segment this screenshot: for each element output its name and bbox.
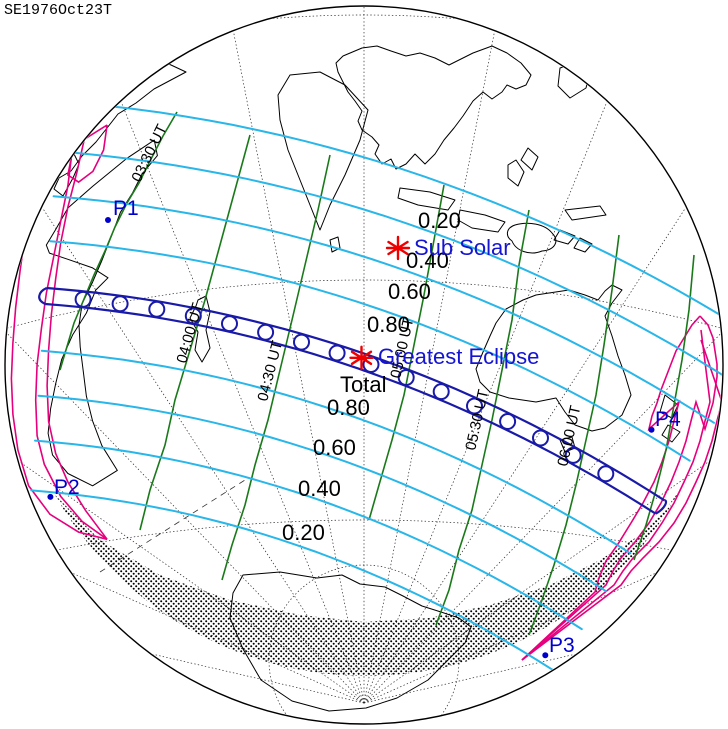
svg-text:P3: P3	[549, 634, 575, 657]
svg-text:P2: P2	[54, 476, 80, 499]
svg-text:0.80: 0.80	[327, 395, 370, 420]
svg-text:Greatest Eclipse: Greatest Eclipse	[378, 344, 539, 369]
svg-text:P4: P4	[655, 408, 681, 431]
svg-text:0.80: 0.80	[367, 312, 410, 337]
svg-text:0.20: 0.20	[418, 208, 461, 233]
svg-text:0.40: 0.40	[298, 476, 341, 501]
svg-text:0.20: 0.20	[282, 520, 325, 545]
svg-text:Sub Solar: Sub Solar	[414, 235, 511, 260]
svg-text:0.60: 0.60	[313, 435, 356, 460]
svg-text:P1: P1	[113, 197, 139, 220]
svg-text:0.60: 0.60	[388, 279, 431, 304]
svg-text:Total: Total	[340, 372, 386, 397]
